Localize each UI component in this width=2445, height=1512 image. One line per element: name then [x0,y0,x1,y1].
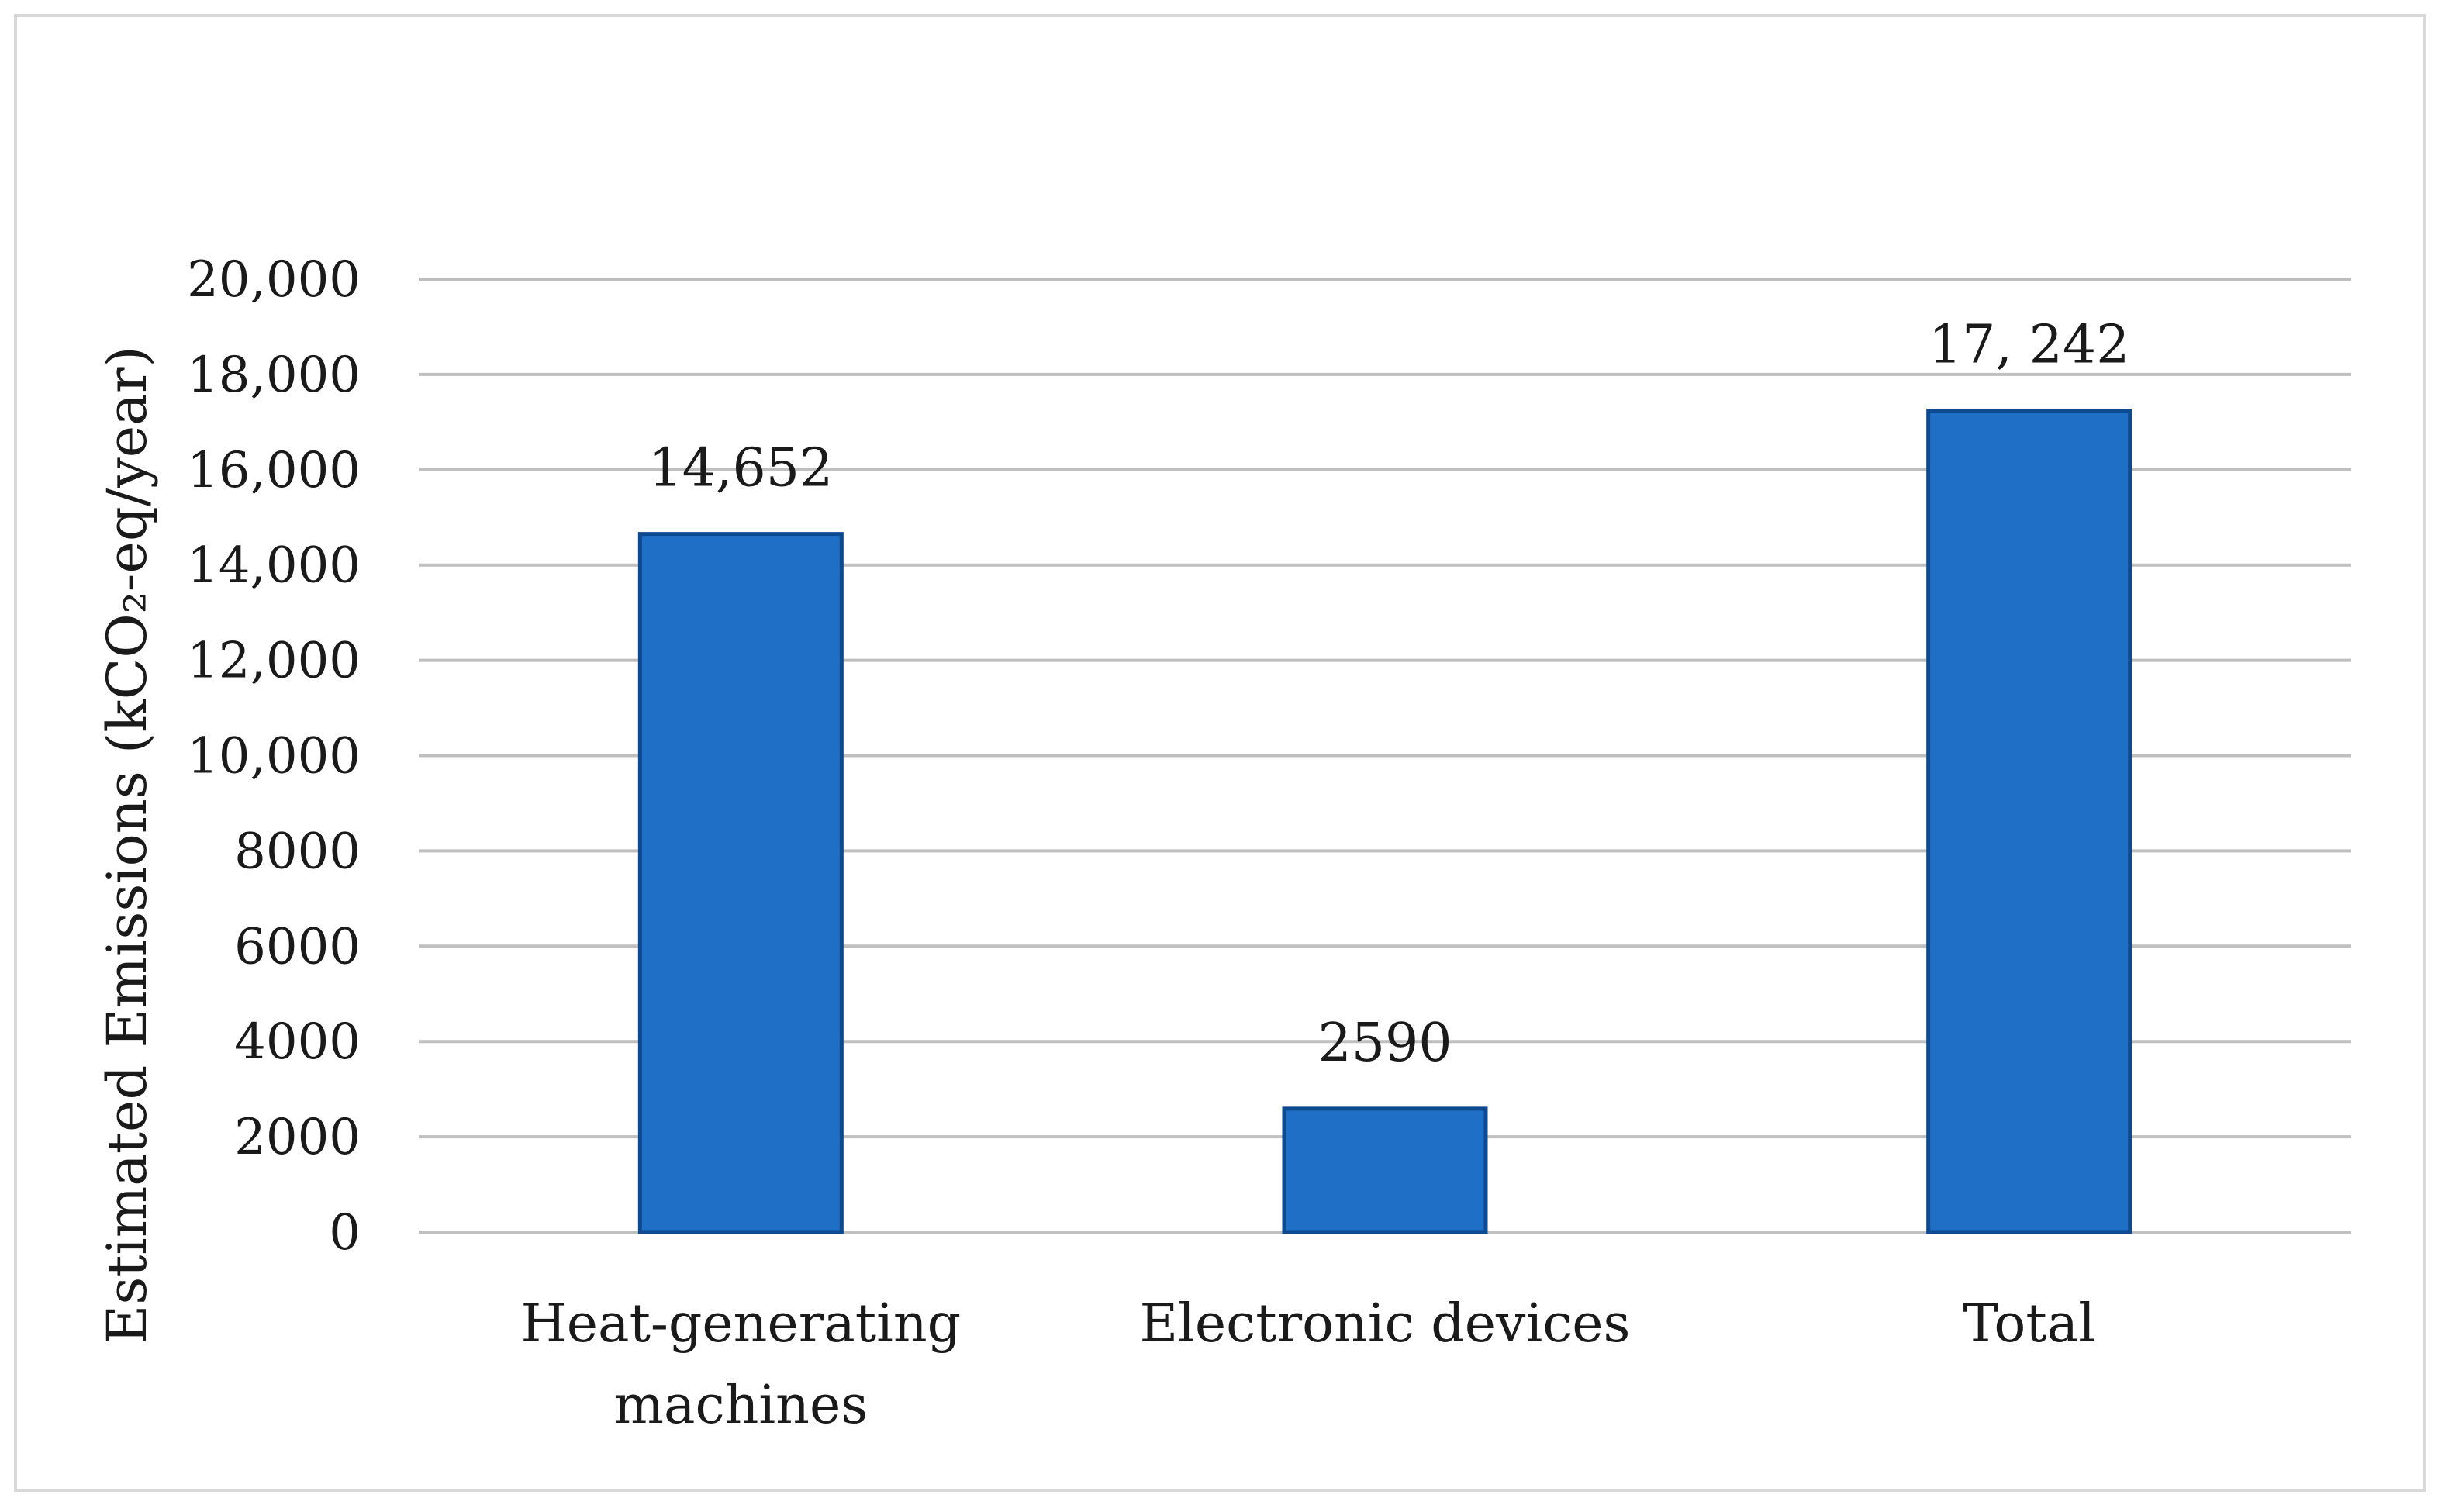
category-label: Heat-generating [521,1293,962,1355]
y-tick-label: 6000 [234,918,361,975]
y-tick-label: 16,000 [187,442,361,499]
data-label: 2590 [1317,1013,1452,1074]
category-label: Total [1963,1293,2095,1355]
y-tick-label: 0 [329,1204,361,1262]
bar [1926,408,2132,1234]
data-label: 14,652 [648,438,833,499]
y-tick-label: 10,000 [187,728,361,785]
y-axis-label: Estimated Emissions (kCO₂-eq/year) [95,346,159,1344]
y-tick-label: 20,000 [187,251,361,309]
data-labels: 14,652 2590 17, 242 [648,314,2129,1073]
y-tick-label: 14,000 [187,537,361,595]
y-tick-label: 18,000 [187,347,361,404]
y-tick-label: 2000 [234,1109,361,1166]
y-tick-labels: 0 2000 4000 6000 8000 10,000 12,000 14,000 16,00… [187,251,361,1262]
category-label: machines [614,1375,869,1436]
data-label: 17, 242 [1929,314,2130,375]
bars [637,408,2132,1234]
category-labels: Heat-generating machines Electronic device… [521,1293,2095,1436]
y-tick-label: 8000 [234,823,361,880]
category-label: Electronic devices [1140,1293,1631,1355]
y-tick-label: 12,000 [187,633,361,690]
bar [637,532,844,1234]
y-tick-label: 4000 [234,1013,361,1071]
bar [1282,1106,1488,1234]
